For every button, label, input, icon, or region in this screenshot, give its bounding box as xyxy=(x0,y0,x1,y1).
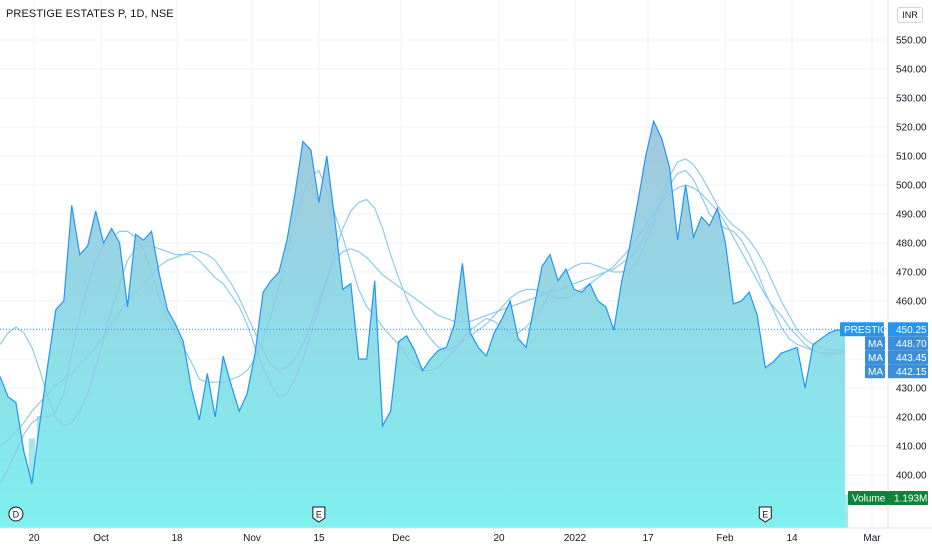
y-tick-2: 530.00 xyxy=(896,94,927,105)
price-area xyxy=(0,121,845,528)
earnings-marker-shape xyxy=(312,506,326,523)
volume-name-tag: Volume xyxy=(852,494,886,505)
event-marker-label-0: D xyxy=(13,510,20,520)
x-tick-5: Dec xyxy=(392,533,410,544)
ma-value-tag-2-bg xyxy=(888,364,928,379)
price-series-name-tag: PRESTIGE xyxy=(844,325,895,336)
x-tick-10: 14 xyxy=(786,533,798,544)
volume-name-tag-bg xyxy=(848,491,888,505)
event-marker-label-1: E xyxy=(316,510,322,520)
y-tick-12: 430.00 xyxy=(896,384,927,395)
y-tick-0: 550.00 xyxy=(896,36,927,47)
x-tick-7: 2022 xyxy=(564,533,587,544)
earnings-marker-shape xyxy=(758,506,772,523)
volume-value-tag: 1.193M xyxy=(894,494,927,505)
y-tick-3: 520.00 xyxy=(896,123,927,134)
price-tags: PRESTIGE 450.25 MA 448.70 MA 443.45 MA 442.15 Vo… xyxy=(840,322,928,505)
ma-value-tag-1: 443.45 xyxy=(896,353,927,364)
price-last-value-tag-bg xyxy=(888,322,928,337)
y-tick-9: 460.00 xyxy=(896,297,927,308)
x-tick-4: 15 xyxy=(313,533,325,544)
y-tick-4: 510.00 xyxy=(896,152,927,163)
y-axis-ticks: 550.00 540.00 530.00 520.00 510.00 500.00 490.… xyxy=(896,36,927,482)
ma-line-ma_mid xyxy=(0,158,845,427)
y-tick-8: 470.00 xyxy=(896,268,927,279)
y-tick-1: 540.00 xyxy=(896,65,927,76)
y-tick-7: 480.00 xyxy=(896,239,927,250)
event-marker-2[interactable]: E xyxy=(758,506,772,523)
y-tick-15: 400.00 xyxy=(896,471,927,482)
ma-name-tag-0-bg xyxy=(865,336,885,351)
price-line[interactable] xyxy=(0,119,845,484)
x-tick-8: 17 xyxy=(642,533,654,544)
y-tick-5: 500.00 xyxy=(896,181,927,192)
ma-value-tag-0: 448.70 xyxy=(896,339,927,350)
price-series-name-tag-bg xyxy=(840,322,884,337)
x-tick-3: Nov xyxy=(243,533,261,544)
event-marker-0[interactable]: D xyxy=(8,506,24,522)
x-tick-9: Feb xyxy=(716,533,734,544)
ma-name-tag-2: MA xyxy=(868,367,883,378)
event-marker-1[interactable]: E xyxy=(312,506,326,523)
volume-value-tag-bg xyxy=(888,491,928,505)
x-tick-1: Oct xyxy=(93,533,109,544)
x-tick-6: 20 xyxy=(493,533,505,544)
price-last-value-tag: 450.25 xyxy=(896,325,927,336)
y-tick-14: 410.00 xyxy=(896,442,927,453)
ma-value-tag-1-bg xyxy=(888,350,928,365)
ma-value-tag-2: 442.15 xyxy=(896,367,927,378)
x-tick-2: 18 xyxy=(171,533,183,544)
ma-line-ma_slow xyxy=(0,184,845,447)
y-tick-13: 420.00 xyxy=(896,413,927,424)
ma-name-tag-0: MA xyxy=(868,339,883,350)
ma-name-tag-1: MA xyxy=(868,353,883,364)
currency-button[interactable]: INR xyxy=(897,7,923,23)
x-tick-0: 20 xyxy=(28,533,40,544)
ma-name-tag-2-bg xyxy=(865,364,885,379)
chart-title: PRESTIGE ESTATES P, 1D, NSE xyxy=(6,8,174,20)
dividend-marker-circle xyxy=(8,506,24,522)
ma-name-tag-1-bg xyxy=(865,350,885,365)
y-tick-6: 490.00 xyxy=(896,210,927,221)
x-axis-ticks: 20 Oct 18 Nov 15 Dec 20 2022 17 Feb 14 Mar xyxy=(28,533,881,544)
ma-value-tag-0-bg xyxy=(888,336,928,351)
x-tick-11: Mar xyxy=(863,533,881,544)
event-marker-label-2: E xyxy=(762,510,768,520)
